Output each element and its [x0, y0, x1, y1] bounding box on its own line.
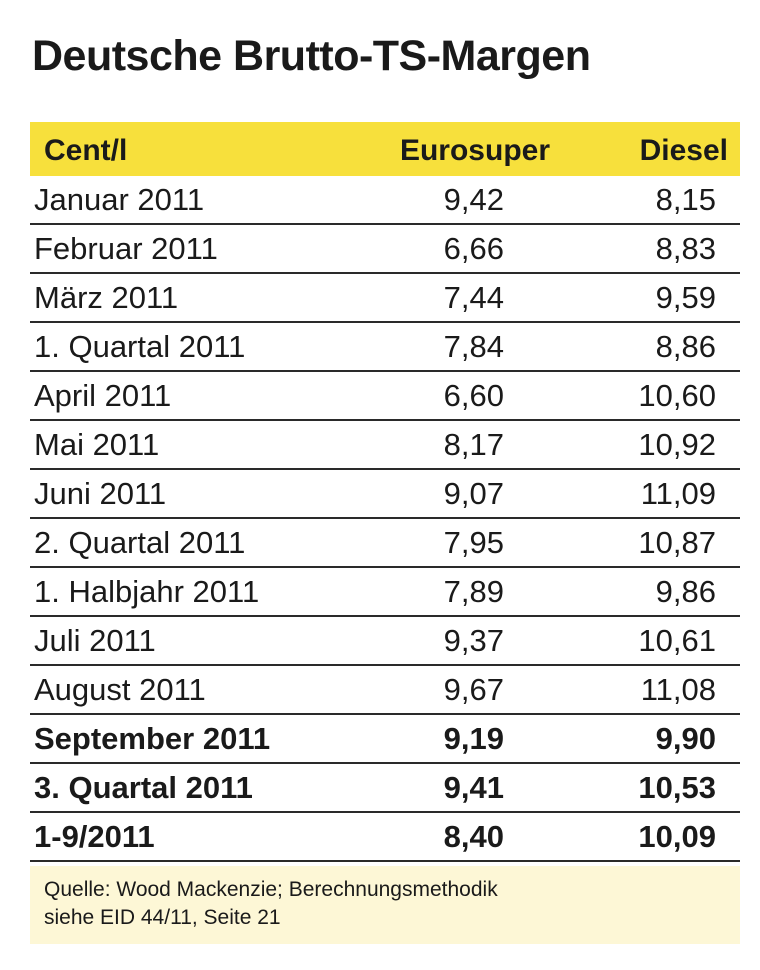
table-cell: September 2011 [34, 721, 271, 756]
table-cell: 10,60 [638, 378, 716, 413]
header-cell: Diesel [639, 134, 728, 167]
table-cell: 3. Quartal 2011 [34, 770, 253, 805]
table-row: April 2011 6,60 10,60 [30, 372, 740, 421]
table-cell: 10,87 [638, 525, 716, 560]
table-cell: 7,89 [443, 574, 504, 609]
table-row: 1. Halbjahr 2011 7,89 9,86 [30, 568, 740, 617]
table-cell: 9,86 [655, 574, 716, 609]
table-cell: Februar 2011 [34, 231, 218, 266]
table-cell: 10,09 [638, 819, 716, 854]
table-cell: 11,09 [640, 476, 716, 511]
source-line: siehe EID 44/11, Seite 21 [44, 906, 281, 929]
table-cell: 6,60 [443, 378, 504, 413]
table-cell: Mai 2011 [34, 427, 160, 462]
table-cell: 8,17 [443, 427, 504, 462]
table-cell: 10,61 [638, 623, 716, 658]
source-line: Quelle: Wood Mackenzie; Berechnungsmetho… [44, 878, 498, 901]
table-cell: 9,37 [443, 623, 504, 658]
table-cell: August 2011 [34, 672, 206, 707]
table-cell: 9,42 [443, 182, 504, 217]
table-cell: 8,86 [655, 329, 716, 364]
table-cell: 11,08 [640, 672, 716, 707]
table-row: März 2011 7,44 9,59 [30, 274, 740, 323]
table-cell: 9,67 [443, 672, 504, 707]
header-cell: Cent/l [44, 134, 128, 167]
table-cell: März 2011 [34, 280, 179, 315]
table-cell: 9,07 [443, 476, 504, 511]
table-row: Juni 2011 9,07 11,09 [30, 470, 740, 519]
table-cell: April 2011 [34, 378, 172, 413]
table-row: 2. Quartal 2011 7,95 10,87 [30, 519, 740, 568]
table-cell: 1. Halbjahr 2011 [34, 574, 260, 609]
table-row: 1-9/2011 8,40 10,09 [30, 813, 740, 862]
table-row: Februar 2011 6,66 8,83 [30, 225, 740, 274]
table-title: Deutsche Brutto-TS-Margen [32, 32, 591, 80]
table-row: 1. Quartal 2011 7,84 8,86 [30, 323, 740, 372]
table-cell: 7,44 [443, 280, 504, 315]
table-row: Mai 2011 8,17 10,92 [30, 421, 740, 470]
table-cell: 7,95 [443, 525, 504, 560]
table-cell: 8,40 [443, 819, 504, 854]
header-cell: Eurosuper [399, 134, 550, 167]
table-cell: 1. Quartal 2011 [34, 329, 246, 364]
table-cell: 9,41 [443, 770, 504, 805]
table-cell: 1-9/2011 [34, 819, 155, 854]
table-cell: Juli 2011 [34, 623, 156, 658]
table-cell: 9,19 [443, 721, 504, 756]
table-cell: 7,84 [443, 329, 504, 364]
table-cell: 2. Quartal 2011 [34, 525, 246, 560]
table-cell: 10,53 [638, 770, 716, 805]
table-cell: Januar 2011 [34, 182, 205, 217]
table-cell: Juni 2011 [34, 476, 167, 511]
table-row: September 2011 9,19 9,90 [30, 715, 740, 764]
table-row: August 2011 9,67 11,08 [30, 666, 740, 715]
table-cell: 8,83 [655, 231, 716, 266]
table-cell: 10,92 [638, 427, 716, 462]
table-row: Juli 2011 9,37 10,61 [30, 617, 740, 666]
table-body: Januar 2011 9,42 8,15 Februar 2011 6,66 8,83 M… [30, 176, 740, 862]
table-row: Januar 2011 9,42 8,15 [30, 176, 740, 225]
table-cell: 9,59 [655, 280, 716, 315]
table-cell: 6,66 [443, 231, 504, 266]
table-header: Cent/l Eurosuper Diesel [30, 122, 740, 176]
table-cell: 9,90 [655, 721, 716, 756]
table-row: 3. Quartal 2011 9,41 10,53 [30, 764, 740, 813]
source-note: Quelle: Wood Mackenzie; Berechnungsmetho… [30, 866, 740, 944]
table-cell: 8,15 [655, 182, 716, 217]
